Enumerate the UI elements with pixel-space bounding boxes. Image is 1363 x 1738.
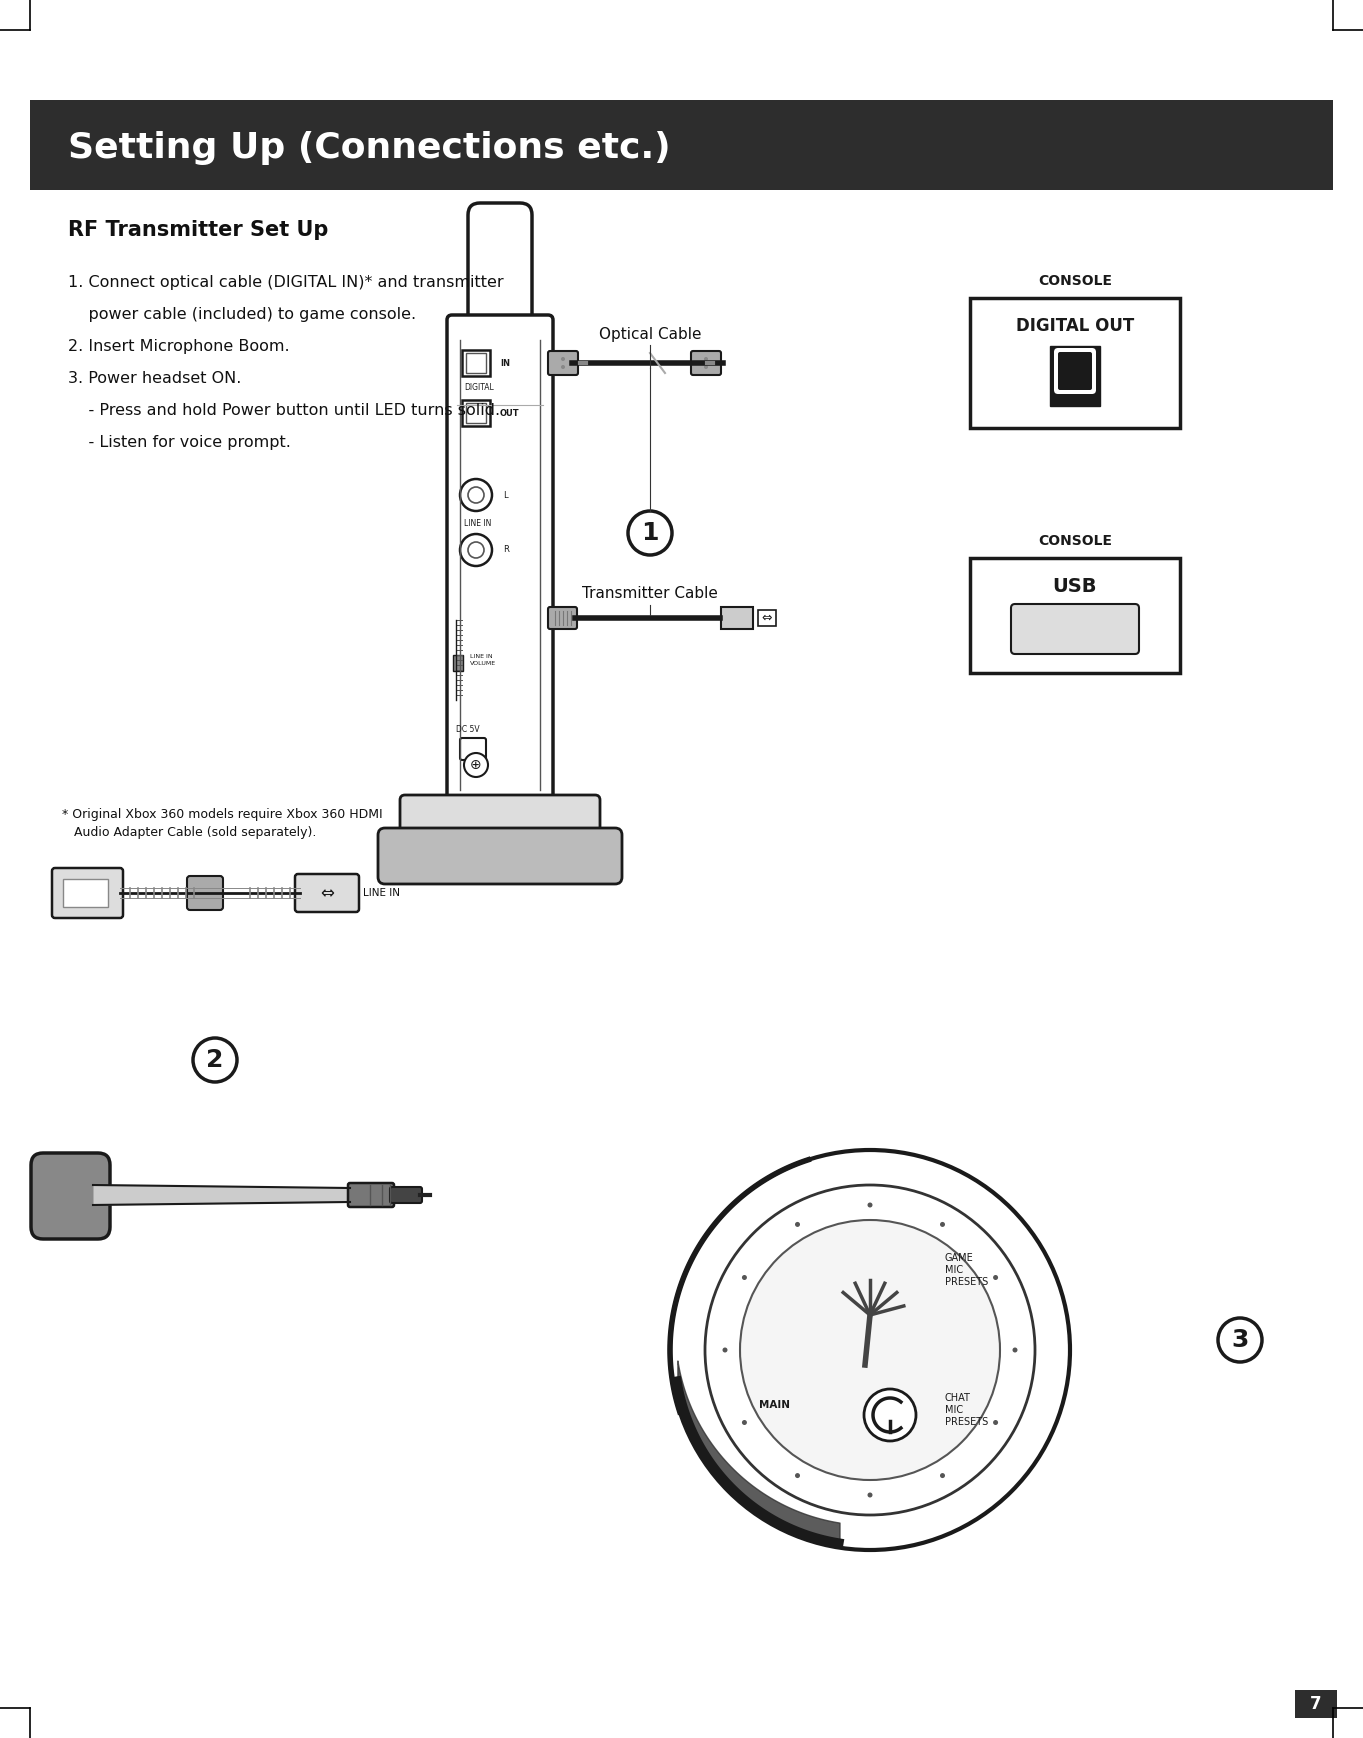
FancyBboxPatch shape [1054,348,1096,395]
Text: Setting Up (Connections etc.): Setting Up (Connections etc.) [68,130,671,165]
FancyBboxPatch shape [52,867,123,918]
FancyBboxPatch shape [187,876,224,911]
Text: ⊕: ⊕ [470,758,481,772]
Text: Transmitter Cable: Transmitter Cable [582,586,718,601]
Circle shape [741,1420,747,1425]
Text: CHAT
MIC
PRESETS: CHAT MIC PRESETS [945,1392,988,1427]
Circle shape [671,1151,1070,1550]
Circle shape [867,1203,872,1208]
Text: DIGITAL: DIGITAL [463,384,493,393]
Circle shape [795,1474,800,1477]
Text: 1. Connect optical cable (DIGITAL IN)* and transmitter: 1. Connect optical cable (DIGITAL IN)* a… [68,275,503,290]
FancyBboxPatch shape [466,353,487,374]
Text: 7: 7 [1310,1695,1322,1714]
Circle shape [459,534,492,567]
Circle shape [722,1347,728,1352]
FancyBboxPatch shape [31,1152,110,1239]
Text: 2. Insert Microphone Boom.: 2. Insert Microphone Boom. [68,339,289,355]
Text: LINE IN: LINE IN [463,518,492,528]
FancyBboxPatch shape [970,558,1180,673]
FancyBboxPatch shape [390,1187,423,1203]
Circle shape [795,1222,800,1227]
Circle shape [741,1276,747,1279]
FancyBboxPatch shape [548,607,577,629]
FancyBboxPatch shape [1050,346,1100,407]
Text: LINE IN
VOLUME: LINE IN VOLUME [470,653,496,666]
Circle shape [468,542,484,558]
FancyBboxPatch shape [1058,353,1092,389]
Text: USB: USB [1052,577,1097,596]
Text: LINE IN: LINE IN [363,888,399,899]
Circle shape [705,1185,1035,1516]
Text: Optical Cable: Optical Cable [598,327,701,342]
Circle shape [463,753,488,777]
FancyBboxPatch shape [1295,1689,1337,1717]
FancyBboxPatch shape [447,315,553,815]
FancyBboxPatch shape [462,400,491,426]
Circle shape [705,365,707,368]
FancyBboxPatch shape [548,351,578,375]
FancyBboxPatch shape [468,203,532,356]
Text: Audio Adapter Cable (sold separately).: Audio Adapter Cable (sold separately). [61,826,316,839]
Circle shape [628,511,672,554]
Text: IN: IN [500,358,510,367]
Text: RF Transmitter Set Up: RF Transmitter Set Up [68,221,328,240]
Text: 1: 1 [641,521,658,546]
FancyBboxPatch shape [462,349,491,375]
Circle shape [864,1389,916,1441]
Text: 3: 3 [1231,1328,1249,1352]
Circle shape [740,1220,1000,1481]
Circle shape [1219,1317,1262,1363]
Text: power cable (included) to game console.: power cable (included) to game console. [68,308,416,322]
Circle shape [459,480,492,511]
FancyBboxPatch shape [1011,605,1139,653]
Text: MAIN: MAIN [759,1401,791,1410]
Circle shape [705,356,707,362]
Circle shape [994,1276,998,1279]
FancyBboxPatch shape [758,610,776,626]
Circle shape [562,356,566,362]
Text: R: R [503,546,508,554]
Text: - Press and hold Power button until LED turns solid.: - Press and hold Power button until LED … [68,403,500,419]
Text: 2: 2 [206,1048,224,1072]
FancyBboxPatch shape [378,827,622,885]
Text: DIGITAL OUT: DIGITAL OUT [1015,316,1134,335]
Text: OUT: OUT [500,408,519,417]
FancyBboxPatch shape [30,101,1333,189]
Circle shape [562,365,566,368]
FancyBboxPatch shape [721,607,752,629]
Text: CONSOLE: CONSOLE [1039,534,1112,547]
FancyBboxPatch shape [691,351,721,375]
FancyBboxPatch shape [348,1184,394,1206]
Text: * Original Xbox 360 models require Xbox 360 HDMI: * Original Xbox 360 models require Xbox … [61,808,383,820]
FancyBboxPatch shape [63,879,108,907]
FancyBboxPatch shape [970,297,1180,428]
FancyBboxPatch shape [294,874,358,912]
Text: CONSOLE: CONSOLE [1039,275,1112,289]
Circle shape [867,1493,872,1498]
Circle shape [194,1038,237,1083]
Text: DC 5V: DC 5V [457,725,480,733]
Text: 3. Power headset ON.: 3. Power headset ON. [68,370,241,386]
FancyBboxPatch shape [466,403,487,422]
Text: L: L [503,490,507,499]
Text: ⇔: ⇔ [320,885,334,902]
Circle shape [994,1420,998,1425]
FancyBboxPatch shape [453,655,463,671]
Circle shape [940,1474,945,1477]
Text: - Listen for voice prompt.: - Listen for voice prompt. [68,434,290,450]
Text: GAME
MIC
PRESETS: GAME MIC PRESETS [945,1253,988,1288]
Circle shape [940,1222,945,1227]
Circle shape [1013,1347,1018,1352]
Text: ⇔: ⇔ [762,612,773,624]
FancyBboxPatch shape [459,739,487,760]
FancyBboxPatch shape [399,794,600,853]
Circle shape [468,487,484,502]
